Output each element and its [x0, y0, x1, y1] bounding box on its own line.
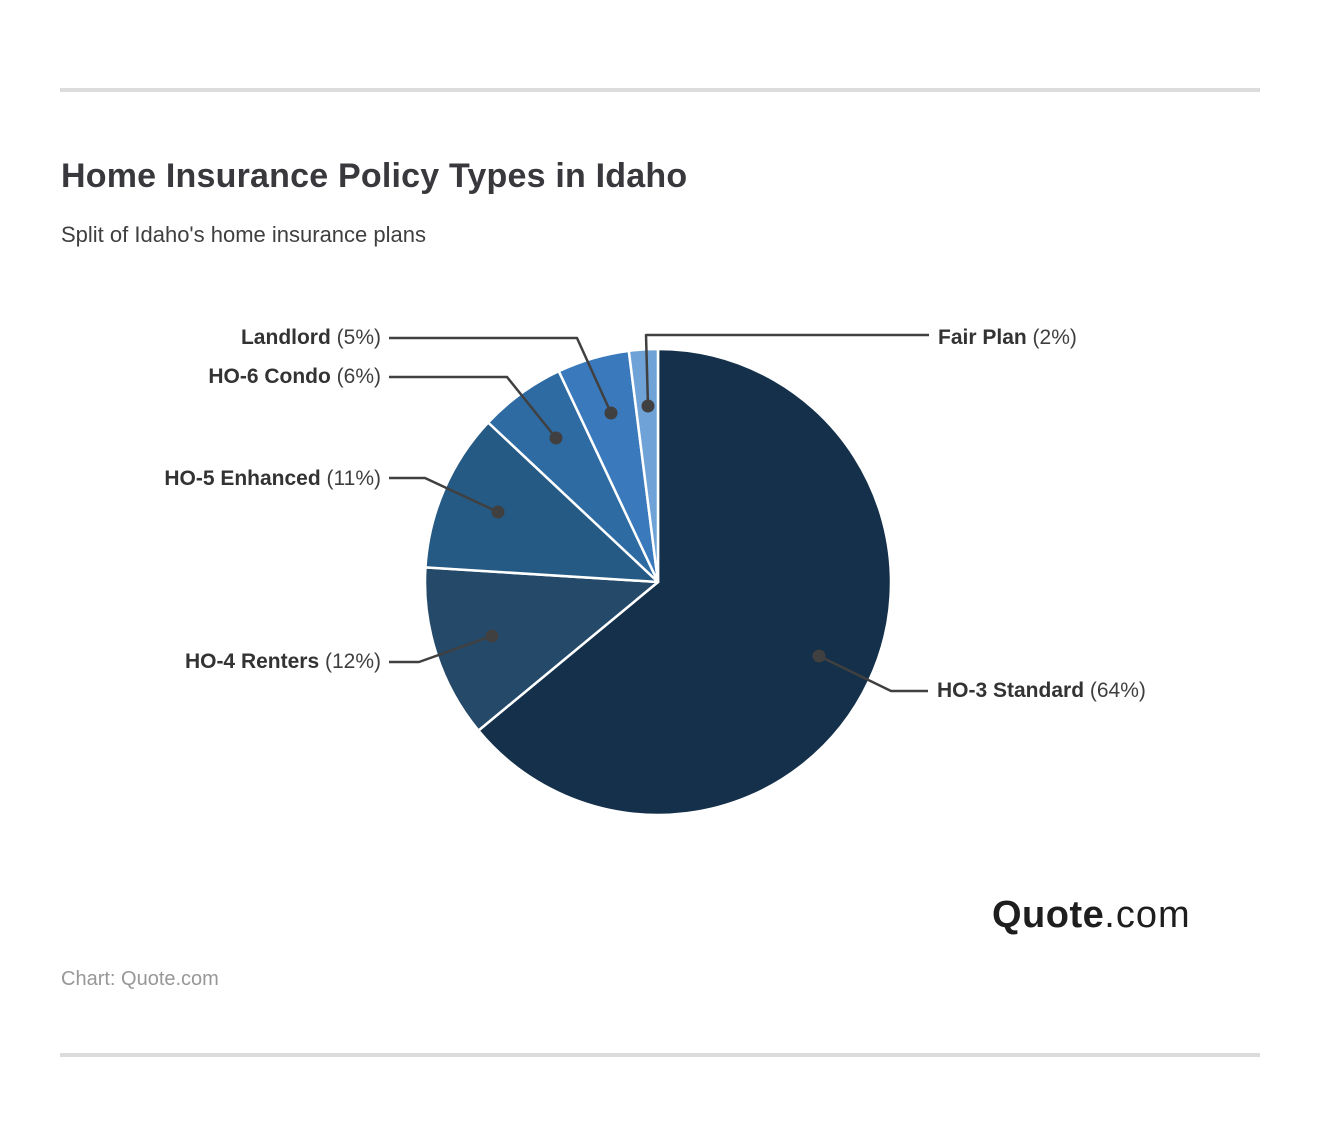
slice-label: HO-6 Condo (6%)	[208, 363, 381, 391]
slice-label: Landlord (5%)	[241, 324, 381, 352]
callout-line	[389, 476, 499, 514]
brand-logo-suffix: .com	[1104, 894, 1191, 936]
slice-label-value: (12%)	[319, 650, 381, 673]
pie-slice	[424, 421, 660, 584]
callout-line	[389, 634, 493, 664]
slice-label-value: (5%)	[330, 326, 381, 349]
bottom-divider	[60, 1053, 1260, 1057]
callout-dot	[812, 649, 826, 663]
slice-label-name: HO-4 Renters	[184, 650, 320, 673]
callout-line	[644, 333, 929, 407]
slice-label-value: (64%)	[1084, 679, 1146, 702]
callout-dot	[641, 399, 655, 413]
callout-line	[389, 336, 613, 414]
slice-label: Fair Plan (2%)	[938, 324, 1077, 352]
slice-label: HO-5 Enhanced (11%)	[164, 465, 381, 493]
chart-attribution: Chart: Quote.com	[61, 968, 219, 990]
slice-label-name: HO-6 Condo	[208, 365, 331, 388]
slice-label-value: (2%)	[1026, 326, 1077, 349]
slice-label-name: HO-5 Enhanced	[164, 467, 321, 490]
slice-label-name: HO-3 Standard	[937, 679, 1085, 702]
pie-slice	[423, 566, 660, 732]
page-title: Home Insurance Policy Types in Idaho	[61, 157, 688, 195]
callout-line	[818, 654, 928, 693]
callout-dot	[485, 629, 499, 643]
callout-dot	[604, 406, 618, 420]
brand-logo-primary: Quote	[992, 894, 1105, 936]
slice-label: HO-3 Standard (64%)	[937, 677, 1146, 705]
slice-label: HO-4 Renters (12%)	[185, 648, 381, 676]
brand-logo: Quote.com	[992, 894, 1191, 937]
callout-dot	[549, 431, 563, 445]
slice-label-name: Fair Plan	[938, 326, 1027, 349]
callout-dot	[491, 505, 505, 519]
slice-label-value: (11%)	[320, 467, 381, 490]
top-divider	[60, 88, 1260, 92]
slice-label-value: (6%)	[330, 365, 381, 388]
callout-line	[389, 375, 557, 439]
slice-label-name: Landlord	[240, 326, 331, 349]
chart-subtitle: Split of Idaho's home insurance plans	[61, 222, 426, 247]
